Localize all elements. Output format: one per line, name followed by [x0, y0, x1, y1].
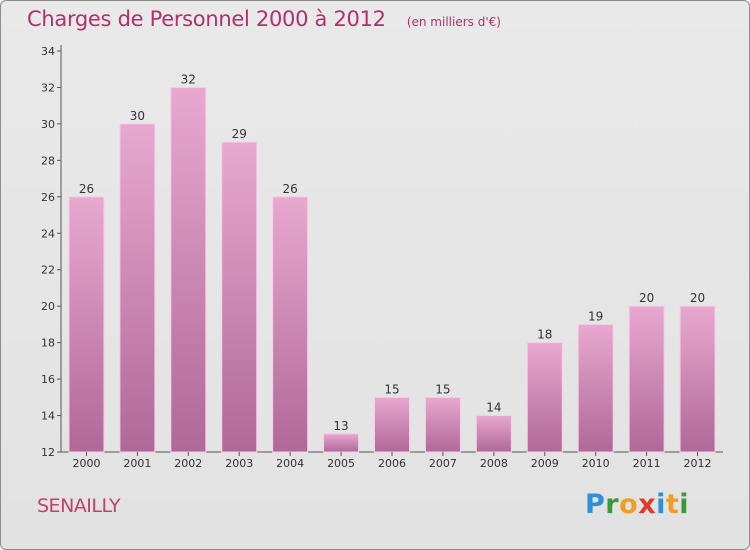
logo-letter: P: [585, 489, 606, 520]
bar-2009: [526, 342, 563, 453]
y-tick-label: 20: [41, 300, 55, 313]
y-tick-label: 12: [41, 446, 55, 459]
x-tick-label: 2009: [531, 457, 559, 470]
logo-letter: t: [665, 489, 680, 520]
bar-value-label: 26: [79, 182, 94, 196]
x-tick-label: 2003: [225, 457, 253, 470]
bar-value-label: 20: [690, 291, 705, 305]
chart-title: Charges de Personnel 2000 à 2012: [27, 7, 386, 31]
y-tick-label: 14: [41, 410, 55, 423]
commune-name: SENAILLY: [37, 495, 121, 517]
proxiti-logo[interactable]: Proxiti: [585, 489, 689, 520]
bar-value-label: 29: [232, 127, 247, 141]
logo-letter: r: [605, 489, 620, 520]
bar-value-label: 30: [130, 109, 145, 123]
y-tick-label: 18: [41, 337, 55, 350]
title-row: Charges de Personnel 2000 à 2012 (en mil…: [27, 7, 501, 31]
bar-value-label: 14: [486, 401, 501, 415]
bar-2007: [424, 396, 461, 453]
logo-letter: i: [679, 489, 690, 520]
y-tick-label: 30: [41, 118, 55, 131]
bar-value-label: 32: [181, 72, 196, 86]
x-tick-label: 2002: [174, 457, 202, 470]
logo-letter: i: [656, 489, 666, 520]
bar-value-label: 26: [283, 182, 298, 196]
x-tick-label: 2000: [72, 457, 100, 470]
bar-value-label: 15: [384, 382, 399, 396]
bar-2012: [679, 305, 716, 453]
x-tick-label: 2001: [123, 457, 151, 470]
chart-subtitle: (en milliers d'€): [406, 15, 501, 29]
bar-2005: [323, 433, 360, 453]
bar-value-label: 18: [537, 328, 552, 342]
bar-2003: [221, 141, 258, 453]
bar-2004: [272, 196, 309, 453]
bar-value-label: 13: [333, 419, 348, 433]
y-tick-label: 32: [41, 81, 55, 94]
y-tick-label: 16: [41, 373, 55, 386]
bar-2000: [68, 196, 105, 453]
y-tick-label: 34: [41, 45, 55, 58]
bar-2002: [170, 86, 207, 453]
y-tick-label: 26: [41, 191, 55, 204]
logo-letter: x: [638, 489, 657, 520]
x-tick-label: 2012: [684, 457, 712, 470]
bar-2011: [628, 305, 665, 453]
bar-2006: [374, 396, 410, 453]
bar-value-label: 20: [639, 291, 654, 305]
bar-value-label: 19: [588, 309, 603, 323]
x-tick-label: 2005: [327, 457, 355, 470]
logo-letter: o: [619, 489, 639, 520]
bar-2010: [577, 323, 614, 453]
bar-value-label: 15: [435, 382, 450, 396]
x-tick-label: 2006: [378, 457, 406, 470]
y-tick-label: 24: [41, 227, 55, 240]
bar-2008: [475, 415, 512, 453]
x-tick-label: 2007: [429, 457, 457, 470]
x-tick-label: 2004: [276, 457, 304, 470]
bar-2001: [119, 123, 156, 453]
x-tick-label: 2010: [582, 457, 610, 470]
y-tick-label: 22: [41, 264, 55, 277]
x-tick-label: 2008: [480, 457, 508, 470]
y-tick-label: 28: [41, 154, 55, 167]
x-tick-label: 2011: [633, 457, 661, 470]
